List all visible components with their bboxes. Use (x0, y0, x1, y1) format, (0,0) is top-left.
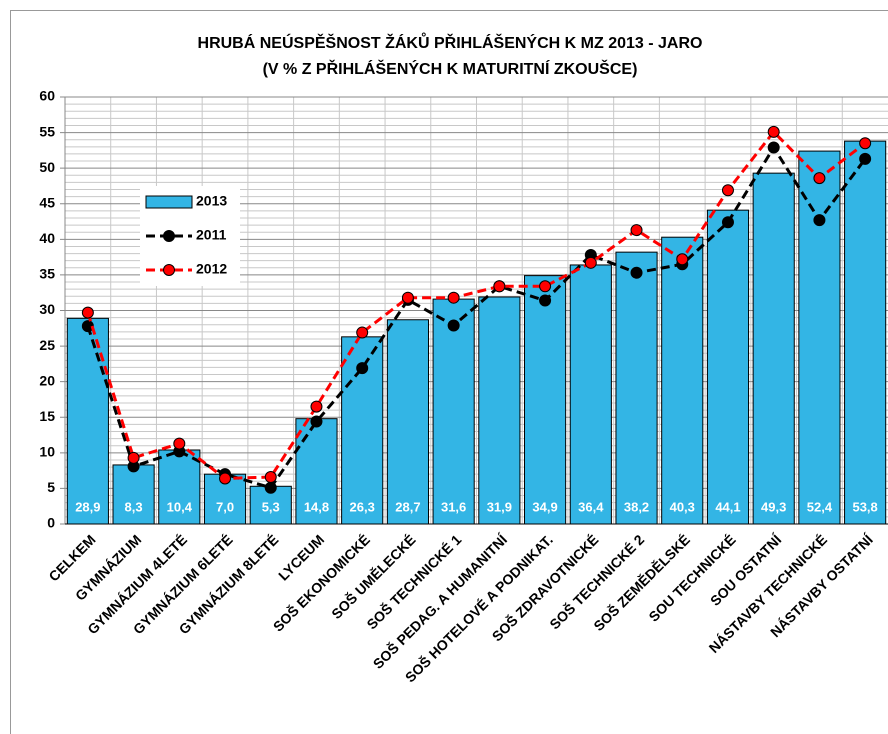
bar (66, 317, 109, 525)
bar (432, 298, 475, 525)
y-tick-label: 0 (47, 515, 55, 531)
value-label: 34,9 (532, 499, 557, 514)
y-tick-label: 10 (39, 444, 55, 460)
point (264, 481, 277, 494)
value-label: 10,4 (167, 499, 193, 514)
value-label: 31,9 (487, 499, 512, 514)
y-tick-label: 40 (39, 230, 55, 246)
point (813, 214, 826, 227)
point (630, 224, 643, 237)
bar (798, 150, 841, 525)
bar (752, 172, 795, 525)
point (493, 280, 506, 293)
bar (524, 275, 567, 525)
point (676, 253, 689, 266)
point (310, 400, 323, 413)
value-label: 38,2 (624, 499, 649, 514)
value-label: 14,8 (304, 499, 329, 514)
point (767, 125, 780, 138)
bar (478, 296, 521, 525)
y-tick-label: 55 (39, 123, 55, 139)
chart-subtitle: (V % Z PŘIHLÁŠENÝCH K MATURITNÍ ZKOUŠCE) (263, 59, 638, 78)
legend-label: 2012 (196, 261, 227, 277)
bar (112, 464, 155, 525)
point (81, 306, 94, 319)
y-tick-label: 25 (39, 337, 55, 353)
point (539, 294, 552, 307)
point (721, 184, 734, 197)
value-label: 28,9 (75, 499, 100, 514)
point (173, 437, 186, 450)
y-tick-label: 60 (39, 88, 55, 104)
point (447, 319, 460, 332)
series-line (86, 129, 867, 480)
legend-marker (163, 230, 175, 242)
value-label: 8,3 (125, 499, 143, 514)
bar (158, 449, 201, 525)
point (264, 471, 277, 484)
point (356, 326, 369, 339)
point (859, 152, 872, 165)
point (401, 291, 414, 304)
bar (569, 264, 612, 525)
point (219, 472, 232, 485)
value-label: 26,3 (350, 499, 375, 514)
point (813, 172, 826, 185)
bar (844, 140, 887, 525)
point (127, 451, 140, 464)
series-line (86, 144, 867, 490)
point (721, 216, 734, 229)
bar (615, 251, 658, 525)
value-label: 52,4 (807, 499, 833, 514)
value-label: 44,1 (715, 499, 740, 514)
y-tick-label: 35 (39, 266, 55, 282)
y-tick-label: 5 (47, 479, 55, 495)
point (447, 291, 460, 304)
legend-swatch (145, 195, 193, 209)
point (859, 137, 872, 150)
chart-title: HRUBÁ NEÚSPĚŠNOST ŽÁKŮ PŘIHLÁŠENÝCH K MZ… (198, 32, 703, 52)
y-tick-label: 30 (39, 301, 55, 317)
point (584, 256, 597, 269)
legend-marker (163, 264, 175, 276)
bar (661, 236, 704, 525)
point (310, 415, 323, 428)
bar (706, 209, 750, 525)
value-label: 40,3 (670, 499, 695, 514)
legend-label: 2011 (196, 227, 227, 243)
value-label: 31,6 (441, 499, 466, 514)
y-tick-label: 15 (39, 408, 55, 424)
y-tick-label: 50 (39, 159, 55, 175)
value-label: 36,4 (578, 499, 604, 514)
y-tick-label: 45 (39, 194, 55, 210)
bar (295, 418, 338, 525)
value-label: 5,3 (262, 499, 280, 514)
point (767, 141, 780, 154)
bar (386, 319, 429, 525)
legend-label: 2013 (196, 193, 227, 209)
point (356, 362, 369, 375)
point (539, 280, 552, 293)
value-label: 7,0 (216, 499, 234, 514)
value-label: 53,8 (852, 499, 877, 514)
y-tick-label: 20 (39, 372, 55, 388)
point (630, 266, 643, 279)
value-label: 49,3 (761, 499, 786, 514)
value-label: 28,7 (395, 499, 420, 514)
